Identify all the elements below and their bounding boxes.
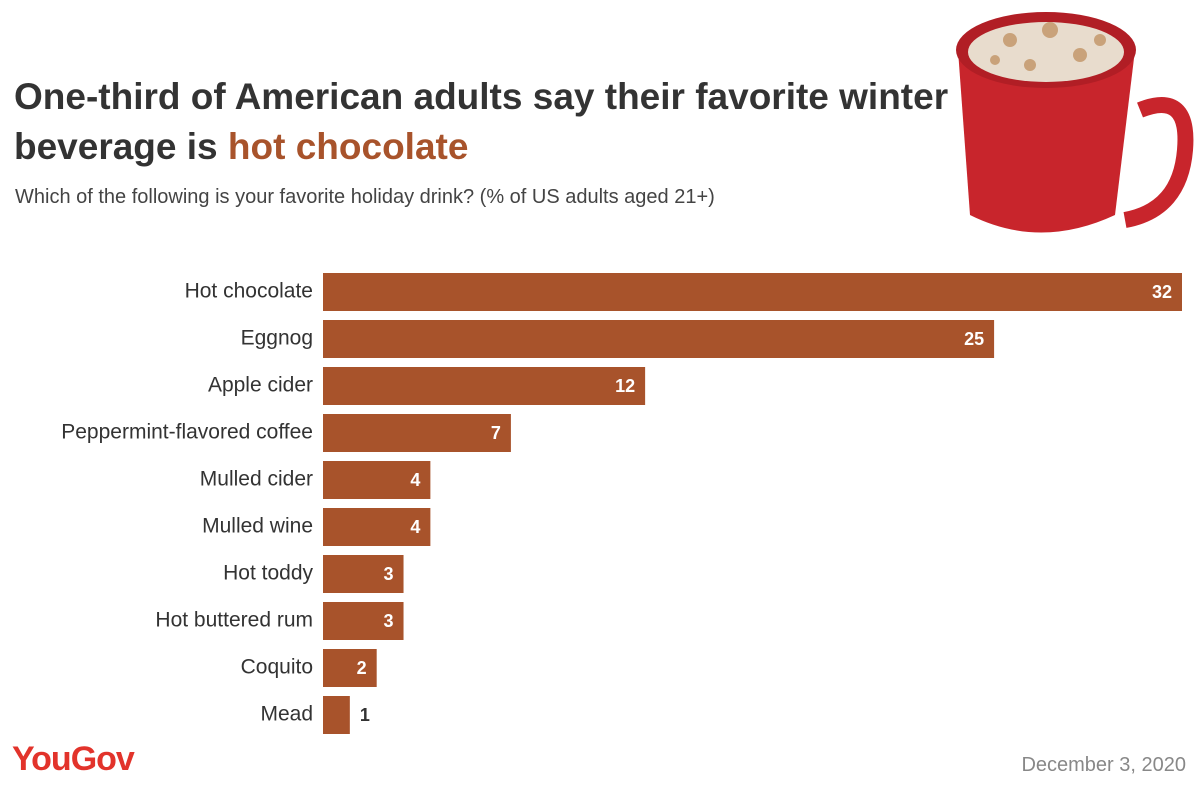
y-tick-label: Hot buttered rum bbox=[155, 609, 313, 632]
value-label: 4 bbox=[410, 517, 420, 537]
y-tick-label: Mulled wine bbox=[202, 515, 313, 538]
marshmallow-spots bbox=[990, 22, 1106, 71]
title-highlight: hot chocolate bbox=[227, 126, 469, 167]
y-tick-label: Coquito bbox=[241, 656, 313, 679]
mug-body bbox=[958, 50, 1135, 233]
y-tick-label: Mulled cider bbox=[200, 468, 313, 491]
bar bbox=[323, 461, 431, 499]
bar bbox=[323, 367, 646, 405]
y-tick-label: Eggnog bbox=[241, 327, 313, 350]
chart-title: One-third of American adults say their f… bbox=[14, 72, 974, 172]
value-label: 1 bbox=[360, 705, 370, 725]
bar bbox=[323, 555, 404, 593]
value-label: 3 bbox=[384, 611, 394, 631]
chart-subtitle: Which of the following is your favorite … bbox=[15, 186, 715, 208]
value-label: 3 bbox=[384, 564, 394, 584]
y-tick-label: Hot toddy bbox=[223, 562, 313, 585]
value-label: 25 bbox=[964, 329, 984, 349]
bar bbox=[323, 414, 511, 452]
bar bbox=[323, 320, 995, 358]
value-label: 4 bbox=[410, 470, 420, 490]
y-tick-label: Mead bbox=[260, 703, 313, 726]
source-logo: YouGov bbox=[12, 740, 135, 778]
y-tick-label: Apple cider bbox=[208, 374, 313, 397]
bar bbox=[323, 649, 377, 687]
value-label: 32 bbox=[1152, 282, 1172, 302]
value-label: 2 bbox=[357, 658, 367, 678]
bar bbox=[323, 273, 1182, 311]
bar bbox=[323, 696, 350, 734]
bar bbox=[323, 602, 404, 640]
value-label: 12 bbox=[615, 376, 635, 396]
bar bbox=[323, 508, 431, 546]
y-tick-label: Hot chocolate bbox=[185, 280, 313, 303]
title-text: One-third of American adults say their f… bbox=[14, 76, 949, 167]
value-label: 7 bbox=[491, 423, 501, 443]
y-tick-label: Peppermint-flavored coffee bbox=[61, 421, 313, 444]
date: December 3, 2020 bbox=[1021, 754, 1186, 776]
mug-handle bbox=[1123, 97, 1194, 228]
mug-illustration bbox=[956, 12, 1194, 233]
